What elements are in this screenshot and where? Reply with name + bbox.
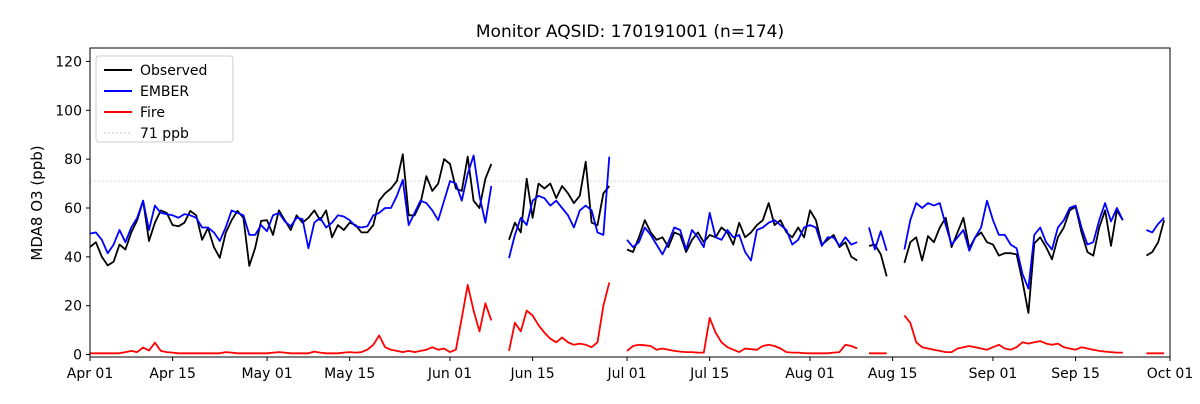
x-tick-label: Aug 01 — [785, 366, 835, 382]
series-line-ember — [89, 154, 1165, 290]
y-tick-label: 100 — [55, 103, 82, 119]
legend-label-ember: EMBER — [140, 84, 189, 100]
x-tick-label: Jun 15 — [510, 366, 555, 382]
y-tick-label: 120 — [55, 54, 82, 70]
y-tick-label: 80 — [64, 152, 82, 168]
series-layer — [89, 153, 1165, 355]
x-tick-label: Jul 15 — [689, 366, 729, 382]
x-tick-label: May 15 — [324, 366, 375, 382]
x-tick-label: Apr 15 — [149, 366, 195, 382]
plot-border — [89, 47, 1171, 358]
x-tick-label: May 01 — [241, 366, 292, 382]
legend-label-fire: Fire — [140, 105, 165, 121]
legend-box — [95, 55, 234, 143]
y-tick-label: 0 — [73, 348, 82, 364]
y-tick-label: 60 — [64, 201, 82, 217]
x-tick-label: Oct 01 — [1147, 366, 1193, 382]
chart-title: Monitor AQSID: 170191001 (n=174) — [476, 22, 784, 42]
legend-label-71ppb: 71 ppb — [140, 126, 189, 142]
y-tick-label: 20 — [64, 299, 82, 315]
y-tick-label: 40 — [64, 250, 82, 266]
y-axis-label: MDA8 O3 (ppb) — [28, 145, 46, 260]
x-tick-label: Apr 01 — [67, 366, 113, 382]
axis-tick-layer: 0 20 40 60 80 100 120 Apr 01 Apr 15 May 01 May 15 J… — [55, 54, 1193, 382]
legend: Observed EMBER Fire 71 ppb — [95, 55, 234, 143]
x-tick-label: Sep 15 — [1051, 366, 1100, 382]
series-line-fire — [90, 282, 1165, 355]
x-tick-label: Jul 01 — [606, 366, 646, 382]
x-tick-label: Sep 01 — [969, 366, 1018, 382]
legend-label-observed: Observed — [140, 63, 207, 79]
x-tick-label: Jun 01 — [427, 366, 472, 382]
x-tick-label: Aug 15 — [868, 366, 918, 382]
series-line-observed — [89, 153, 1165, 314]
